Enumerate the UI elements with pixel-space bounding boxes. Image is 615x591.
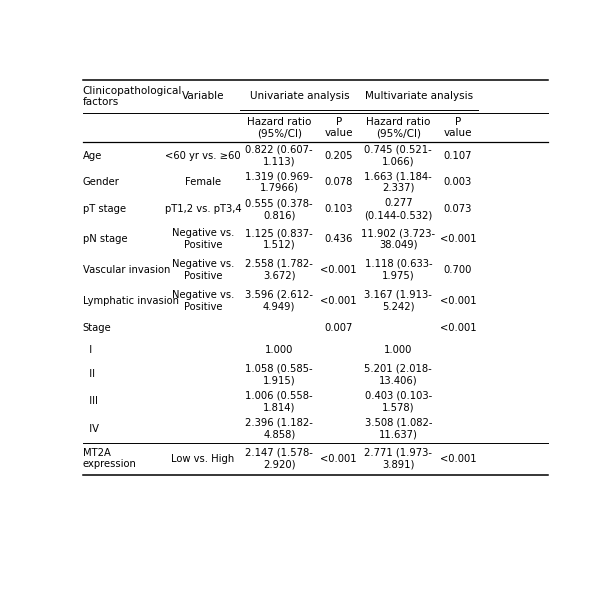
Text: Low vs. High: Low vs. High [172,454,234,464]
Text: Vascular invasion: Vascular invasion [82,265,170,275]
Text: <0.001: <0.001 [320,296,357,306]
Text: 1.058 (0.585-
1.915): 1.058 (0.585- 1.915) [245,363,313,385]
Text: III: III [82,397,97,406]
Text: Hazard ratio
(95%/CI): Hazard ratio (95%/CI) [366,117,430,138]
Text: 0.107: 0.107 [443,151,472,161]
Text: Hazard ratio
(95%/CI): Hazard ratio (95%/CI) [247,117,311,138]
Text: <0.001: <0.001 [320,454,357,464]
Text: 2.396 (1.182-
4.858): 2.396 (1.182- 4.858) [245,418,313,439]
Text: <0.001: <0.001 [320,265,357,275]
Text: 1.000: 1.000 [384,345,413,355]
Text: 0.078: 0.078 [325,177,353,187]
Text: 0.822 (0.607-
1.113): 0.822 (0.607- 1.113) [245,145,313,166]
Text: 3.508 (1.082-
11.637): 3.508 (1.082- 11.637) [365,418,432,439]
Text: <0.001: <0.001 [440,323,476,333]
Text: 0.436: 0.436 [325,234,353,244]
Text: I: I [82,345,92,355]
Text: Female: Female [185,177,221,187]
Text: 11.902 (3.723-
38.049): 11.902 (3.723- 38.049) [361,228,435,249]
Text: <0.001: <0.001 [440,234,476,244]
Text: 0.700: 0.700 [444,265,472,275]
Text: Variable: Variable [181,92,224,102]
Text: 0.003: 0.003 [444,177,472,187]
Text: 1.125 (0.837-
1.512): 1.125 (0.837- 1.512) [245,228,313,249]
Text: 0.205: 0.205 [325,151,353,161]
Text: P
value: P value [443,117,472,138]
Text: Clinicopathological
factors: Clinicopathological factors [82,86,182,107]
Text: Gender: Gender [82,177,119,187]
Text: 1.006 (0.558-
1.814): 1.006 (0.558- 1.814) [245,391,313,412]
Text: Univariate analysis: Univariate analysis [250,92,349,102]
Text: <60 yr vs. ≥60: <60 yr vs. ≥60 [165,151,240,161]
Text: Age: Age [82,151,102,161]
Text: pT1,2 vs. pT3,4: pT1,2 vs. pT3,4 [165,204,241,215]
Text: IV: IV [82,424,98,434]
Text: 3.596 (2.612-
4.949): 3.596 (2.612- 4.949) [245,290,313,311]
Text: 5.201 (2.018-
13.406): 5.201 (2.018- 13.406) [365,363,432,385]
Text: 0.555 (0.378-
0.816): 0.555 (0.378- 0.816) [245,199,313,220]
Text: 0.073: 0.073 [444,204,472,215]
Text: 1.663 (1.184-
2.337): 1.663 (1.184- 2.337) [365,171,432,193]
Text: 2.771 (1.973-
3.891): 2.771 (1.973- 3.891) [364,448,432,469]
Text: Negative vs.
Positive: Negative vs. Positive [172,290,234,311]
Text: 0.103: 0.103 [325,204,353,215]
Text: P
value: P value [325,117,353,138]
Text: 0.403 (0.103-
1.578): 0.403 (0.103- 1.578) [365,391,432,412]
Text: Negative vs.
Positive: Negative vs. Positive [172,228,234,249]
Text: 0.007: 0.007 [325,323,353,333]
Text: 1.000: 1.000 [265,345,293,355]
Text: MT2A
expression: MT2A expression [82,448,137,469]
Text: pT stage: pT stage [82,204,125,215]
Text: 0.277
(0.144-0.532): 0.277 (0.144-0.532) [364,199,432,220]
Text: 2.147 (1.578-
2.920): 2.147 (1.578- 2.920) [245,448,313,469]
Text: Lymphatic invasion: Lymphatic invasion [82,296,178,306]
Text: Negative vs.
Positive: Negative vs. Positive [172,259,234,281]
Text: <0.001: <0.001 [440,296,476,306]
Text: 2.558 (1.782-
3.672): 2.558 (1.782- 3.672) [245,259,313,281]
Text: Stage: Stage [82,323,111,333]
Text: II: II [82,369,95,379]
Text: 0.745 (0.521-
1.066): 0.745 (0.521- 1.066) [365,145,432,166]
Text: 1.118 (0.633-
1.975): 1.118 (0.633- 1.975) [365,259,432,281]
Text: 1.319 (0.969-
1.7966): 1.319 (0.969- 1.7966) [245,171,313,193]
Text: 3.167 (1.913-
5.242): 3.167 (1.913- 5.242) [365,290,432,311]
Text: pN stage: pN stage [82,234,127,244]
Text: Multivariate analysis: Multivariate analysis [365,92,473,102]
Text: <0.001: <0.001 [440,454,476,464]
